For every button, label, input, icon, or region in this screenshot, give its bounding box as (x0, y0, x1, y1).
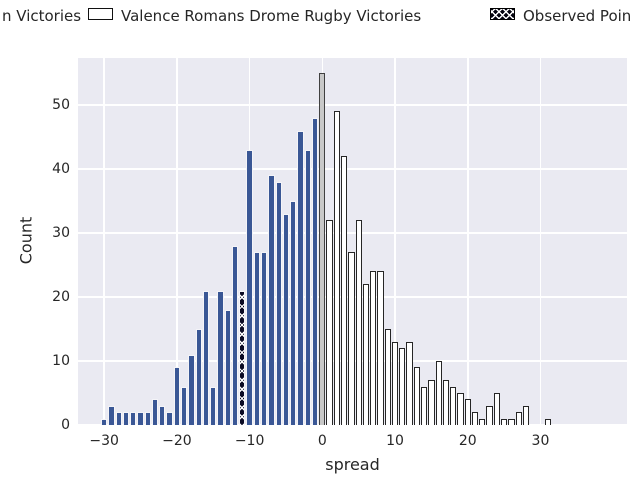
histogram-bar-blue (122, 412, 130, 425)
histogram-bar-blue (304, 149, 311, 425)
histogram-bar-white (544, 418, 551, 425)
histogram-bar-white (413, 367, 420, 425)
y-tick-label: 40 (52, 161, 70, 178)
histogram-bar-hatched (239, 290, 246, 425)
histogram-bar-blue (224, 309, 231, 425)
histogram-bar-white (348, 252, 355, 425)
histogram-bar-blue (246, 149, 253, 425)
y-tick-label: 50 (52, 97, 70, 114)
histogram-bar-blue (159, 405, 166, 425)
histogram-bar-blue (231, 245, 239, 425)
histogram-bar-white (362, 284, 370, 425)
legend-label-observed-point: Observed Poin (523, 7, 632, 25)
histogram-bar-white (471, 412, 479, 425)
histogram-bar-blue (151, 399, 159, 425)
histogram-bar-white (522, 405, 530, 425)
histogram-bar-blue (108, 405, 115, 425)
x-tick-label: −30 (89, 433, 119, 449)
white-histogram-swatch-icon (88, 8, 113, 20)
histogram-bar-white (450, 386, 457, 425)
histogram-bar-blue (101, 418, 108, 425)
x-tick-label: 10 (386, 433, 404, 449)
histogram-bar-blue (217, 290, 224, 425)
histogram-bar-white (406, 341, 413, 425)
histogram-bar-blue (297, 130, 304, 425)
histogram-bar-blue (282, 213, 290, 425)
histogram-bar-white (341, 156, 348, 425)
y-tick-label: 10 (52, 353, 70, 369)
histogram-bar-white (493, 393, 500, 425)
histogram-bar-white (420, 386, 428, 425)
histogram-bar-white (399, 348, 406, 425)
histogram-bar-blue (202, 290, 210, 425)
legend-item-blue-victories: n Victories (2, 6, 82, 25)
histogram-bar-white (508, 418, 515, 425)
x-tick-label: 20 (458, 433, 477, 449)
gridline-vertical (466, 58, 469, 425)
histogram-bar-blue (261, 252, 268, 425)
gridline-vertical (394, 58, 396, 425)
histogram-bar-white (464, 399, 471, 425)
plot-area (78, 58, 627, 425)
histogram-bar-blue (195, 329, 202, 425)
histogram-bar-white (479, 418, 486, 425)
gridline-vertical (539, 58, 542, 425)
y-tick-label: 0 (61, 417, 70, 433)
legend: n Victories Valence Romans Drome Rugby V… (0, 0, 640, 30)
gridline-vertical (103, 58, 105, 425)
histogram-bar-white (326, 220, 333, 425)
legend-item-valence-victories: Valence Romans Drome Rugby Victories (88, 6, 508, 25)
histogram-bar-white (442, 380, 450, 425)
histogram-bar-white (457, 393, 464, 425)
histogram-bar-blue (115, 412, 122, 425)
histogram-bar-white (384, 329, 391, 425)
legend-item-observed-point: Observed Poin (490, 6, 640, 25)
histogram-bar-blue (210, 386, 217, 425)
legend-label-blue-victories: n Victories (2, 7, 82, 25)
histogram-bar-blue (188, 354, 195, 425)
histogram-bar-blue (268, 175, 275, 425)
x-tick-label: −20 (162, 433, 192, 449)
histogram-bar-gray (319, 73, 326, 425)
gridline-horizontal (78, 104, 627, 106)
gridline-horizontal (78, 168, 627, 170)
gridline-vertical (176, 58, 178, 425)
x-tick-label: 30 (531, 433, 550, 449)
histogram-bar-white (435, 361, 442, 425)
histogram-bar-blue (137, 412, 144, 425)
histogram-bar-white (391, 341, 399, 425)
histogram-bar-white (428, 380, 435, 425)
x-tick-label: 0 (317, 433, 327, 449)
histogram-bar-blue (311, 117, 319, 425)
histogram-bar-blue (173, 367, 181, 425)
histogram-bar-white (515, 412, 522, 425)
gridline-horizontal (78, 232, 627, 234)
histogram-bar-white (486, 405, 493, 425)
histogram-bar-white (377, 271, 384, 425)
histogram-bar-white (370, 271, 377, 425)
histogram-bar-white (333, 111, 340, 425)
histogram-bar-blue (275, 181, 282, 425)
x-axis-label: spread (325, 455, 380, 474)
y-tick-label: 20 (52, 289, 70, 305)
histogram-bar-white (355, 220, 362, 425)
histogram-bar-blue (290, 201, 297, 425)
x-tick-label: −10 (234, 433, 265, 449)
histogram-bar-blue (166, 412, 173, 425)
histogram-bar-blue (181, 386, 188, 425)
crosshatch-swatch-icon (490, 8, 515, 20)
legend-label-valence-victories: Valence Romans Drome Rugby Victories (121, 7, 422, 25)
histogram-bar-blue (130, 412, 137, 425)
histogram-bar-blue (253, 252, 260, 425)
y-tick-label: 30 (52, 225, 70, 242)
histogram-bar-blue (144, 412, 151, 425)
histogram-bar-white (500, 418, 508, 425)
